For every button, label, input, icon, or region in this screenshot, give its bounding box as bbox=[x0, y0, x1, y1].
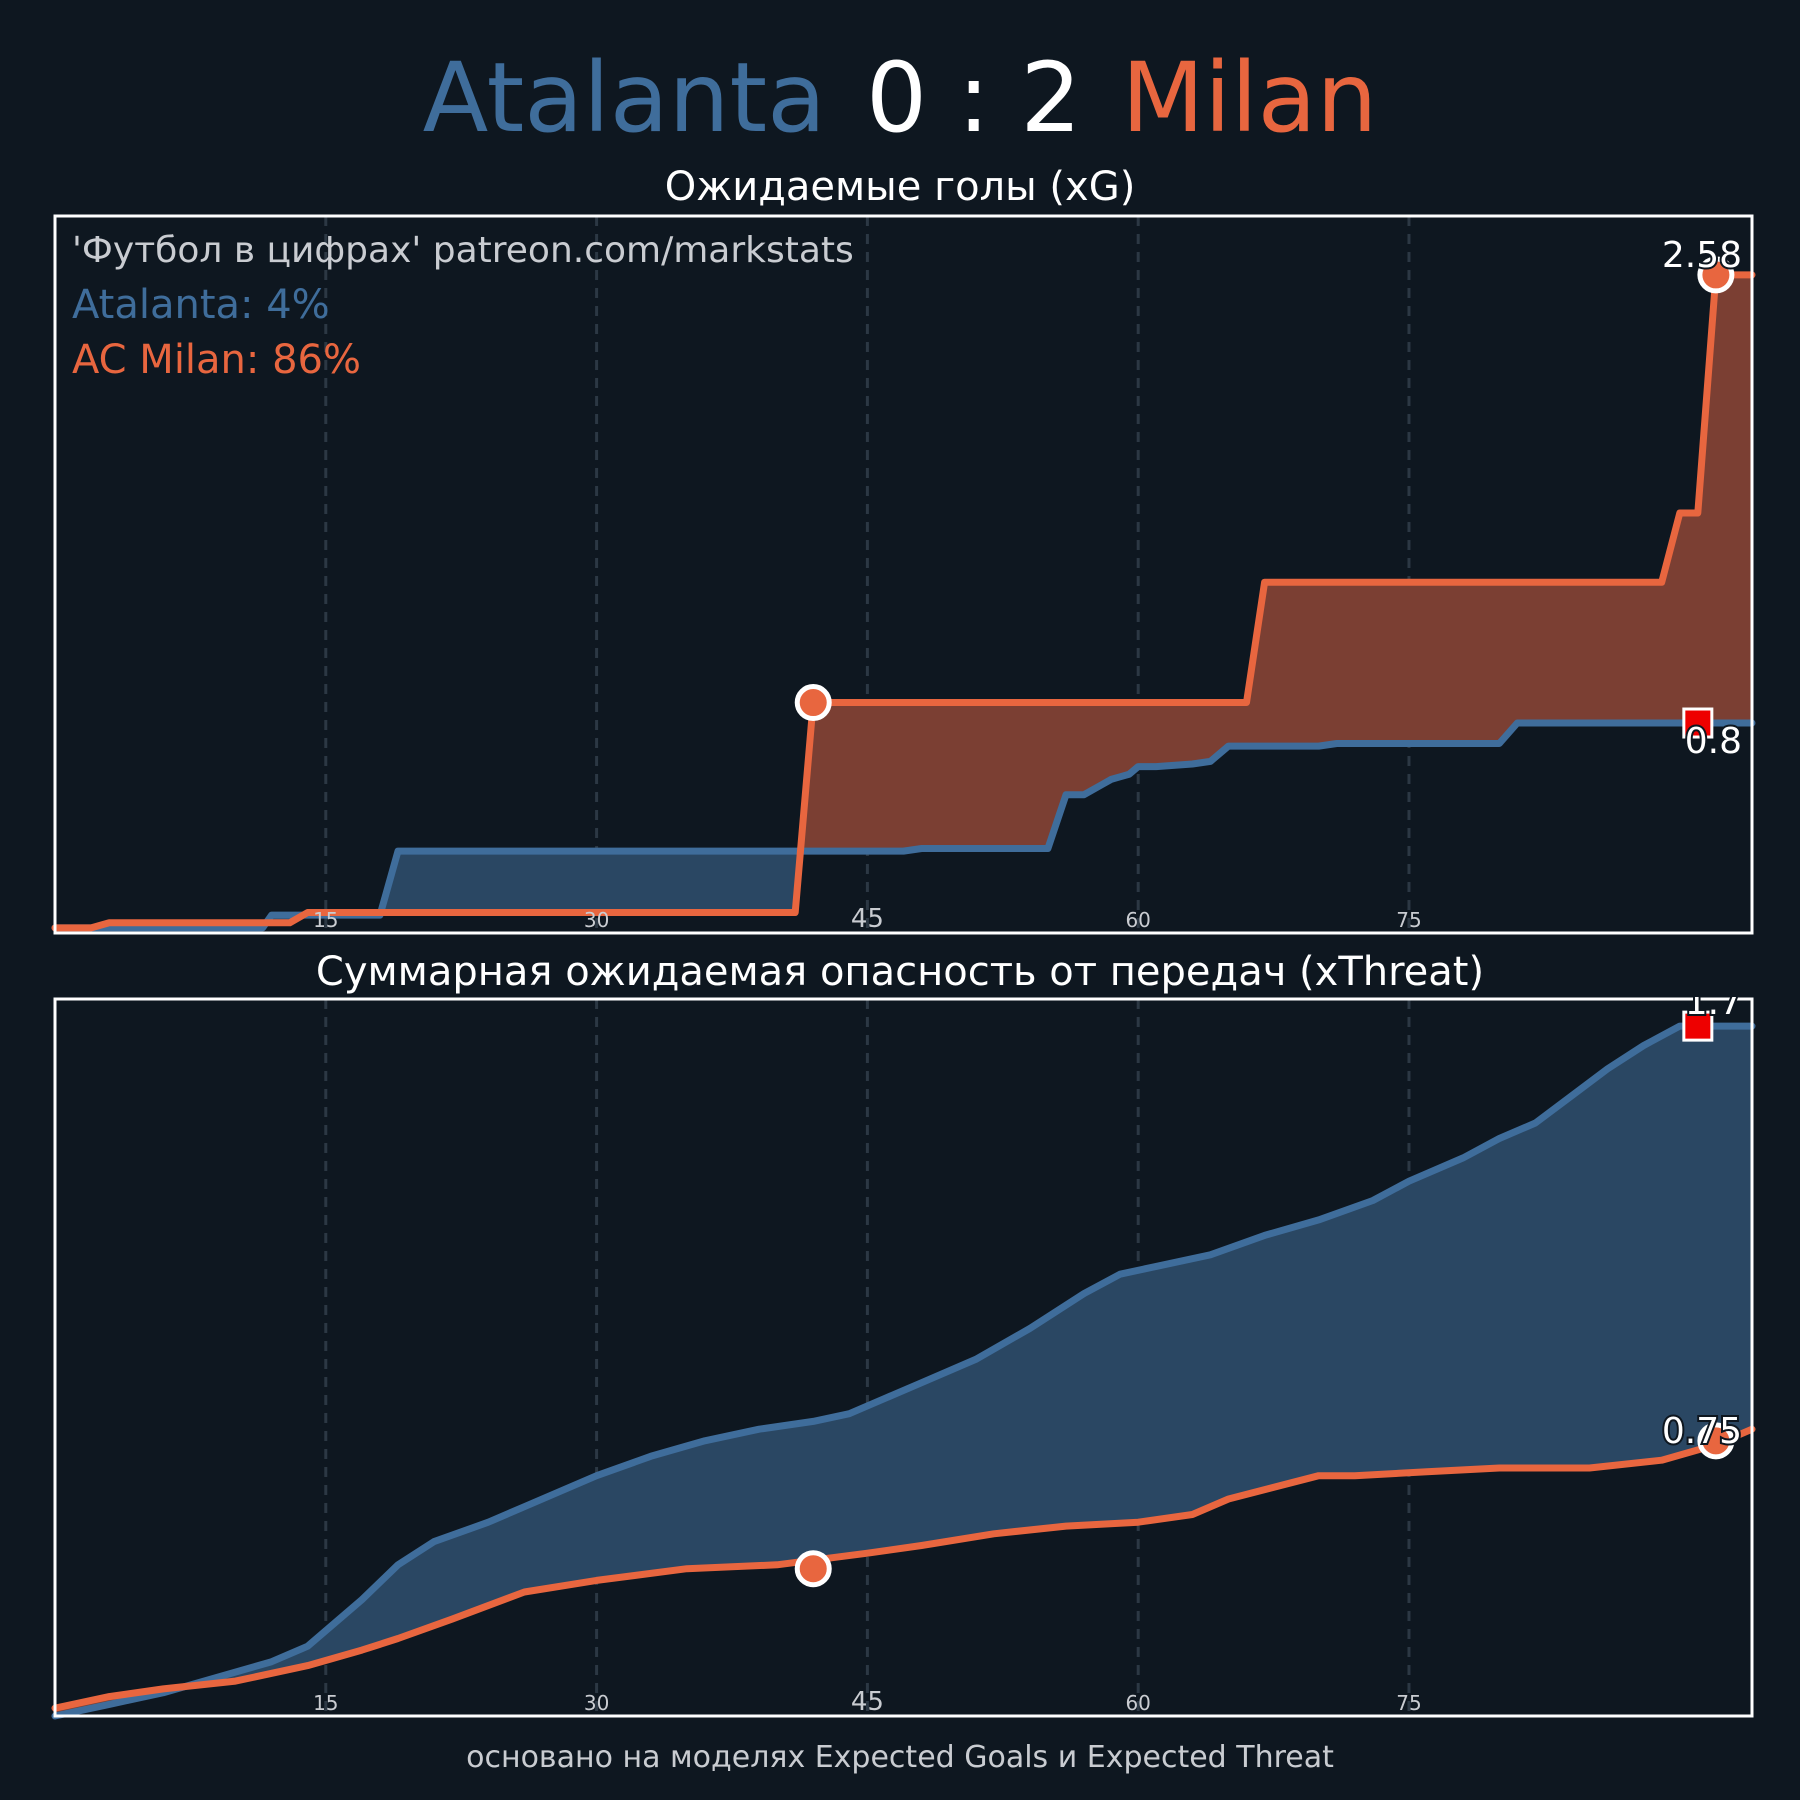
plot-frame bbox=[53, 214, 1754, 935]
match-header: Atalanta 0 : 2 Milan bbox=[0, 38, 1800, 158]
red-card-marker-0 bbox=[1682, 1010, 1714, 1042]
home-team-name: Atalanta bbox=[422, 42, 826, 154]
x-tick-label-60: 60 bbox=[1125, 908, 1150, 932]
away-series-line bbox=[51, 271, 1756, 932]
red-card-marker-0 bbox=[1682, 707, 1714, 739]
home-win-probability: Atalanta: 4% bbox=[72, 282, 330, 328]
home-end-value-label: 0.8 bbox=[1685, 721, 1742, 762]
x-tick-label-75: 75 bbox=[1396, 908, 1421, 932]
x-tick-label-15: 15 bbox=[313, 1691, 338, 1715]
away-end-value-label: 2.58 bbox=[1662, 235, 1742, 276]
xthreat-chart-title: Суммарная ожидаемая опасность от передач… bbox=[315, 949, 1485, 995]
x-tick-label-15: 15 bbox=[313, 908, 338, 932]
goal-marker-1 bbox=[1697, 256, 1735, 294]
away-team-name: Milan bbox=[1121, 42, 1378, 154]
x-tick-label-60: 60 bbox=[1125, 1691, 1150, 1715]
footer-note: основано на моделях Expected Goals и Exp… bbox=[466, 1740, 1334, 1775]
away-series-line bbox=[51, 1425, 1756, 1712]
difference-fill-4 bbox=[383, 842, 802, 913]
goal-marker-1 bbox=[1697, 1422, 1735, 1460]
plot-frame bbox=[53, 997, 1754, 1718]
x-tick-label-75: 75 bbox=[1396, 1691, 1421, 1715]
away-end-value-label: 0.75 bbox=[1662, 1411, 1742, 1452]
goal-marker-0 bbox=[794, 1550, 832, 1588]
away-win-probability: AC Milan: 86% bbox=[72, 337, 362, 383]
x-tick-label-30: 30 bbox=[584, 1691, 609, 1715]
xthreat-chart: 15 30 45 60 75 1.7 0.75 bbox=[51, 997, 1756, 1720]
goal-marker-0 bbox=[794, 684, 832, 722]
xg-chart: 15 30 45 60 75 0.8 2.58 bbox=[51, 214, 1756, 935]
match-score: 0 : 2 bbox=[865, 42, 1082, 154]
x-tick-label-30: 30 bbox=[584, 908, 609, 932]
home-series-line bbox=[51, 1022, 1756, 1720]
xg-chart-title: Ожидаемые голы (xG) bbox=[664, 164, 1136, 210]
difference-fill-1 bbox=[190, 1026, 1752, 1686]
home-end-value-label: 1.7 bbox=[1685, 997, 1742, 1023]
difference-fill-5 bbox=[801, 274, 1752, 852]
x-tick-label-45: 45 bbox=[851, 904, 884, 934]
home-series-line bbox=[51, 719, 1756, 932]
watermark-text: 'Футбол в цифрах' patreon.com/markstats bbox=[72, 230, 854, 271]
x-tick-label-45: 45 bbox=[851, 1687, 884, 1717]
